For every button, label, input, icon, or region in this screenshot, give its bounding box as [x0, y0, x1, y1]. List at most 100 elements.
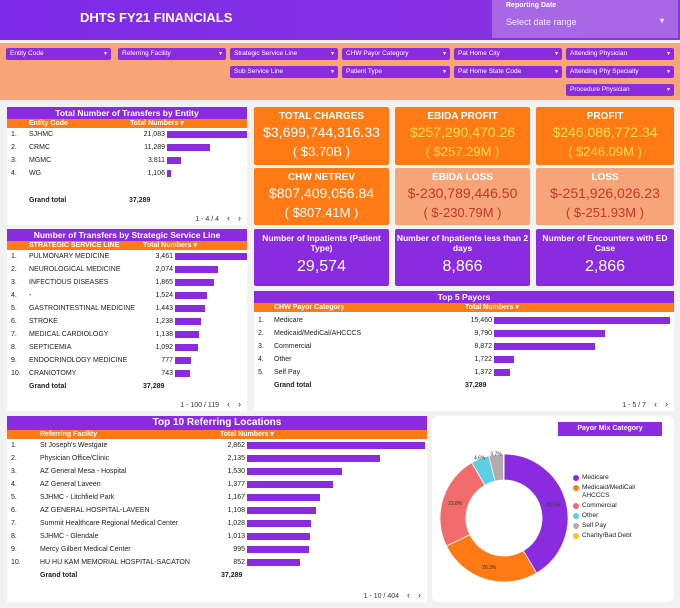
page-title: DHTS FY21 FINANCIALS: [80, 10, 233, 25]
grand-total-value: 37,289: [129, 197, 151, 204]
legend-item[interactable]: Medicare: [573, 474, 609, 482]
prev-page-button[interactable]: ‹: [227, 399, 230, 409]
table-row[interactable]: 7. MEDICAL CARDIOLOGY 1,138: [7, 328, 247, 341]
table-row[interactable]: 7. Summit Healthcare Regional Medical Cen…: [7, 517, 427, 530]
kpi-value: $-230,789,446.50: [407, 185, 518, 201]
kpi-short-value: ( $246.09M ): [568, 144, 642, 159]
kpi-short-value: ( $-251.93M ): [565, 205, 645, 220]
date-value: Select date range: [506, 17, 577, 27]
legend-item[interactable]: Other: [573, 512, 598, 520]
date-range-picker[interactable]: Reporting Date Select date range ▾: [492, 0, 678, 38]
chevron-down-icon: ▾: [442, 69, 446, 75]
row-label: SJHMC - Litchfield Park: [40, 494, 115, 501]
row-value: 8,872: [474, 343, 492, 350]
table-row[interactable]: 10. HU HU KAM MEMORIAL HOSPITAL-SACATON 85…: [7, 556, 427, 569]
grand-total-row: Grand total 37,289: [254, 379, 674, 392]
legend-item[interactable]: Commercial: [573, 502, 617, 510]
table-row[interactable]: 3. AZ General Mesa - Hospital 1,530: [7, 465, 427, 478]
col-referring-facility[interactable]: Referring Facility: [40, 431, 98, 438]
table-row[interactable]: 2. CRMC 11,289: [7, 141, 247, 154]
table-row[interactable]: 9. ENDOCRINOLOGY MEDICINE 777: [7, 354, 247, 367]
payors-table: Top 5 Payors CHW Payor Category Total Nu…: [254, 291, 674, 411]
row-index: 2.: [258, 330, 264, 337]
col-total-numbers[interactable]: Total Numbers ▾: [220, 431, 274, 438]
filter-procedure-physician[interactable]: Procedure Physician ▾: [566, 84, 674, 96]
row-value: 1,443: [155, 305, 173, 312]
filter-referring-facility[interactable]: Referring Facility ▾: [118, 48, 226, 60]
col-entity-code[interactable]: Entity Code: [29, 120, 68, 127]
col-service-line[interactable]: STRATEGIC SERVICE LINE: [29, 242, 120, 249]
col-payor-category[interactable]: CHW Payor Category: [274, 304, 345, 311]
bar: [175, 279, 214, 286]
chart-title: Payor Mix Category: [558, 422, 662, 436]
kpi-value: 2,866: [584, 258, 626, 275]
col-total-numbers[interactable]: Total Numbers ▾: [143, 242, 197, 249]
row-index: 3.: [11, 157, 17, 164]
table-row[interactable]: 4. Other 1,722: [254, 353, 674, 366]
table-row[interactable]: 8. SJHMC - Glendale 1,013: [7, 530, 427, 543]
table-row[interactable]: 6. AZ GENERAL HOSPITAL-LAVEEN 1,108: [7, 504, 427, 517]
bar: [247, 481, 333, 488]
table-row[interactable]: 4. - 1,524: [7, 289, 247, 302]
col-total-numbers[interactable]: Total Numbers ▾: [130, 120, 184, 127]
table-row[interactable]: 5. GASTROINTESTINAL MEDICINE 1,443: [7, 302, 247, 315]
slice-medicaid-medical-ahcccs[interactable]: [445, 534, 538, 583]
table-row[interactable]: 2. Medicaid/MediCal/AHCCCS 9,790: [254, 327, 674, 340]
filter-label: Attending Phy Specialty: [570, 68, 639, 75]
prev-page-button[interactable]: ‹: [227, 213, 230, 223]
legend-item[interactable]: Medicaid/MediCal/AHCCCS: [573, 484, 635, 500]
table-row[interactable]: 2. Physician Office/Clinic 2,135: [7, 452, 427, 465]
chevron-down-icon: ▾: [666, 51, 670, 57]
table-row[interactable]: 1. Medicare 15,460: [254, 314, 674, 327]
chevron-down-icon: ▾: [442, 51, 446, 57]
bar: [494, 330, 606, 337]
table-row[interactable]: 4. WG 1,106: [7, 167, 247, 180]
table-row[interactable]: 10. CRANIOTOMY 743: [7, 367, 247, 380]
slice-medicare[interactable]: [503, 453, 569, 574]
table-row[interactable]: 3. MGMC 3,811: [7, 154, 247, 167]
legend-item[interactable]: Charity/Bad Debt: [573, 532, 632, 540]
table-row[interactable]: 3. INFECTIOUS DISEASES 1,865: [7, 276, 247, 289]
table-row[interactable]: 3. Commercial 8,872: [254, 340, 674, 353]
table-row[interactable]: 6. STROKE 1,238: [7, 315, 247, 328]
filter-sub-service-line[interactable]: Sub Service Line ▾: [230, 66, 338, 78]
bar: [247, 520, 311, 527]
row-index: 2.: [11, 266, 17, 273]
table-row[interactable]: 8. SEPTICEMIA 1,092: [7, 341, 247, 354]
table-row[interactable]: 5. Self Pay 1,372: [254, 366, 674, 379]
table-row[interactable]: 4. AZ General Laveen 1,377: [7, 478, 427, 491]
table-row[interactable]: 5. SJHMC - Litchfield Park 1,167: [7, 491, 427, 504]
next-page-button[interactable]: ›: [418, 590, 421, 600]
kpi-short-value: ( $807.41M ): [284, 205, 359, 220]
filter-attending-physician[interactable]: Attending Physician ▾: [566, 48, 674, 60]
next-page-button[interactable]: ›: [238, 399, 241, 409]
table-row[interactable]: 9. Mercy Gilbert Medical Center 995: [7, 543, 427, 556]
filter-pat-home-city[interactable]: Pat Home City ▾: [454, 48, 562, 60]
grand-total-row: Grand total 37,289: [7, 569, 427, 582]
filter-pat-home-state-code[interactable]: Pat Home State Code ▾: [454, 66, 562, 78]
row-value: 21,083: [143, 131, 165, 138]
next-page-button[interactable]: ›: [238, 213, 241, 223]
row-value: 2,135: [227, 455, 245, 462]
filter-patient-type[interactable]: Patient Type ▾: [342, 66, 450, 78]
legend-item[interactable]: Self Pay: [573, 522, 606, 530]
table-row[interactable]: 1. PULMONARY MEDICINE 3,461: [7, 250, 247, 263]
next-page-button[interactable]: ›: [665, 399, 668, 409]
filter-entity-code[interactable]: Entity Code ▾: [6, 48, 111, 60]
referring-table-title: Top 10 Referring Locations: [7, 416, 427, 430]
table-row[interactable]: 1. St Joseph's Westgate 2,862: [7, 439, 427, 452]
table-row[interactable]: 2. NEUROLOGICAL MEDICINE 2,074: [7, 263, 247, 276]
kpi-title: PROFIT: [586, 111, 624, 122]
filter-attending-phy-specialty[interactable]: Attending Phy Specialty ▾: [566, 66, 674, 78]
table-row[interactable]: 1. SJHMC 21,083: [7, 128, 247, 141]
filter-chw-payor-category[interactable]: CHW Payor Category ▾: [342, 48, 450, 60]
bar: [175, 370, 191, 377]
prev-page-button[interactable]: ‹: [654, 399, 657, 409]
filter-strategic-service-line[interactable]: Strategic Service Line ▾: [230, 48, 338, 60]
slice-commercial[interactable]: [439, 462, 486, 547]
col-total-numbers[interactable]: Total Numbers ▾: [465, 304, 519, 311]
prev-page-button[interactable]: ‹: [407, 590, 410, 600]
row-label: CRANIOTOMY: [29, 370, 77, 377]
filter-label: Sub Service Line: [234, 68, 284, 75]
bar: [247, 455, 380, 462]
